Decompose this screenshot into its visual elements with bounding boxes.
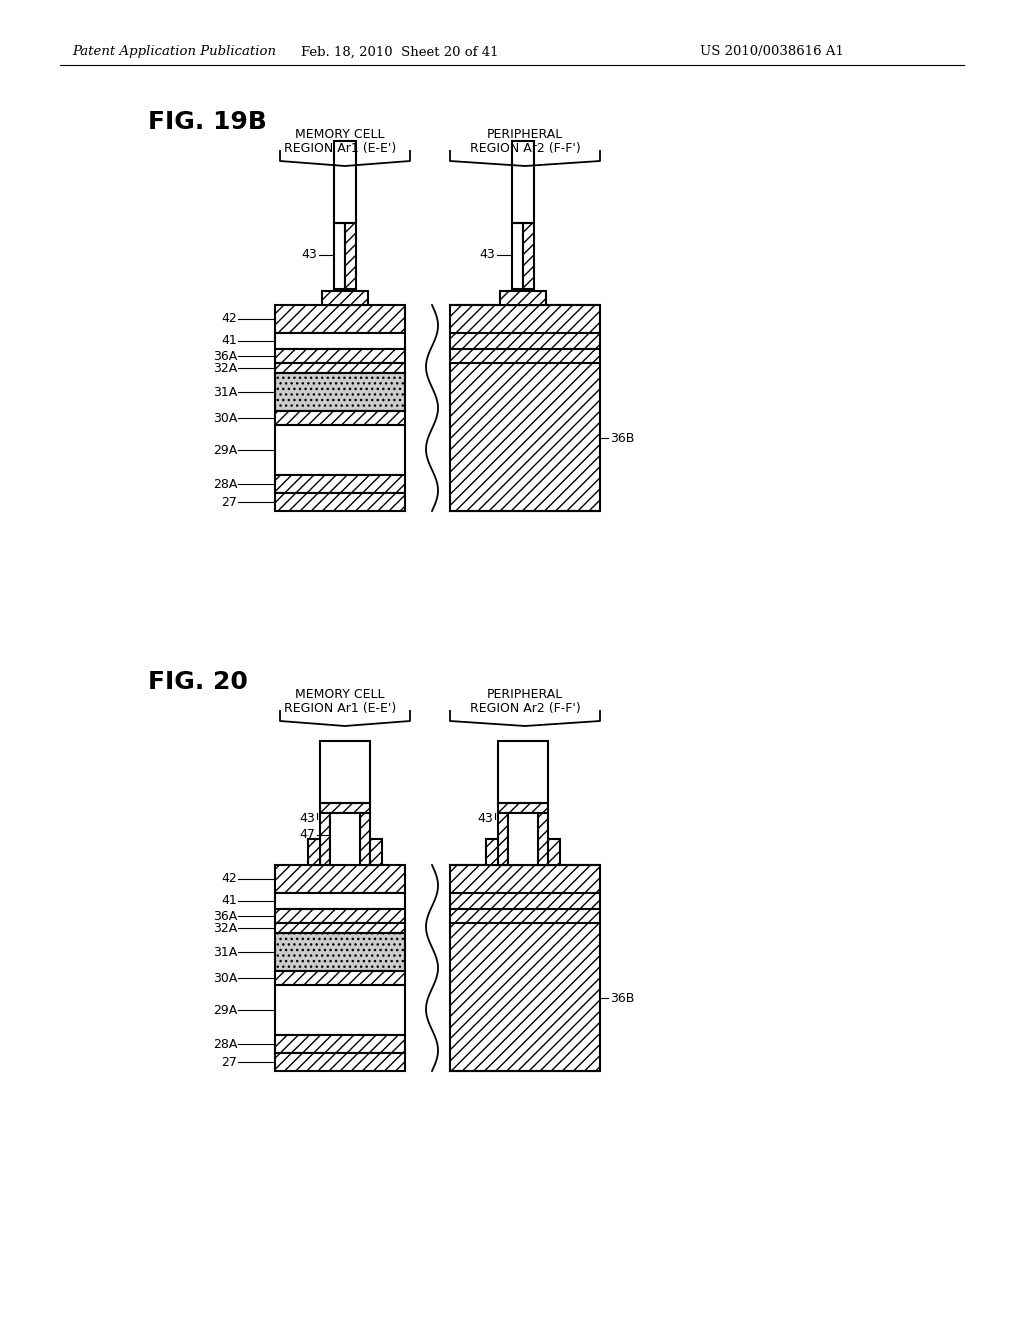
Text: PERIPHERAL: PERIPHERAL: [486, 688, 563, 701]
Bar: [275, 363, 406, 374]
Bar: [330, 813, 360, 865]
Text: Patent Application Publication: Patent Application Publication: [72, 45, 276, 58]
Bar: [334, 289, 356, 297]
Text: REGION Ar2 (F-F'): REGION Ar2 (F-F'): [470, 702, 581, 715]
Bar: [450, 305, 600, 511]
Text: Feb. 18, 2010  Sheet 20 of 41: Feb. 18, 2010 Sheet 20 of 41: [301, 45, 499, 58]
Text: 27: 27: [221, 495, 237, 508]
Bar: [523, 223, 534, 305]
Text: 32A: 32A: [213, 921, 237, 935]
Bar: [486, 840, 498, 865]
Bar: [275, 894, 406, 909]
Bar: [512, 223, 523, 305]
Bar: [275, 411, 406, 425]
Bar: [319, 813, 330, 865]
Bar: [548, 840, 560, 865]
Text: 28A: 28A: [213, 478, 237, 491]
Text: 43: 43: [479, 248, 495, 261]
Bar: [275, 865, 406, 894]
Text: FIG. 19B: FIG. 19B: [148, 110, 267, 135]
Text: 31A: 31A: [213, 385, 237, 399]
Bar: [308, 840, 319, 865]
Text: REGION Ar2 (F-F'): REGION Ar2 (F-F'): [470, 143, 581, 154]
Bar: [275, 374, 406, 411]
Text: 29A: 29A: [213, 1003, 237, 1016]
Bar: [275, 425, 406, 475]
Bar: [450, 865, 600, 1071]
Text: 30A: 30A: [213, 972, 237, 985]
Bar: [319, 741, 370, 803]
Text: MEMORY CELL: MEMORY CELL: [295, 688, 385, 701]
Text: US 2010/0038616 A1: US 2010/0038616 A1: [700, 45, 844, 58]
Bar: [275, 348, 406, 363]
Text: 32A: 32A: [213, 362, 237, 375]
Text: 43: 43: [477, 813, 493, 825]
Bar: [275, 909, 406, 923]
Bar: [319, 803, 370, 813]
Text: 36A: 36A: [213, 350, 237, 363]
Text: 29A: 29A: [213, 444, 237, 457]
Bar: [322, 290, 368, 305]
Text: 36B: 36B: [610, 432, 635, 445]
Bar: [512, 289, 534, 297]
Bar: [334, 141, 356, 223]
Text: 36A: 36A: [213, 909, 237, 923]
Bar: [512, 141, 534, 223]
Text: REGION Ar1 (E-E'): REGION Ar1 (E-E'): [284, 702, 396, 715]
Text: 28A: 28A: [213, 1038, 237, 1051]
Bar: [275, 492, 406, 511]
Bar: [275, 1035, 406, 1053]
Bar: [275, 972, 406, 985]
Text: 31A: 31A: [213, 945, 237, 958]
Text: 43: 43: [299, 813, 315, 825]
Bar: [275, 923, 406, 933]
Text: 41: 41: [221, 895, 237, 908]
Text: 41: 41: [221, 334, 237, 347]
Bar: [275, 985, 406, 1035]
Bar: [360, 813, 370, 865]
Text: 42: 42: [221, 313, 237, 326]
Text: 27: 27: [221, 1056, 237, 1068]
Text: 30A: 30A: [213, 412, 237, 425]
Bar: [275, 333, 406, 348]
Text: 42: 42: [221, 873, 237, 886]
Text: PERIPHERAL: PERIPHERAL: [486, 128, 563, 141]
Bar: [498, 813, 508, 865]
Bar: [370, 840, 382, 865]
Bar: [334, 223, 345, 305]
Text: 36B: 36B: [610, 991, 635, 1005]
Bar: [275, 1053, 406, 1071]
Text: REGION Ar1 (E-E'): REGION Ar1 (E-E'): [284, 143, 396, 154]
Bar: [275, 305, 406, 333]
Text: 43: 43: [301, 248, 317, 261]
Bar: [275, 475, 406, 492]
Bar: [538, 813, 548, 865]
Bar: [345, 223, 356, 305]
Bar: [500, 290, 546, 305]
Text: 47: 47: [299, 829, 315, 842]
Bar: [275, 933, 406, 972]
Bar: [498, 741, 548, 803]
Text: MEMORY CELL: MEMORY CELL: [295, 128, 385, 141]
Bar: [508, 813, 538, 865]
Text: FIG. 20: FIG. 20: [148, 671, 248, 694]
Bar: [498, 803, 548, 813]
